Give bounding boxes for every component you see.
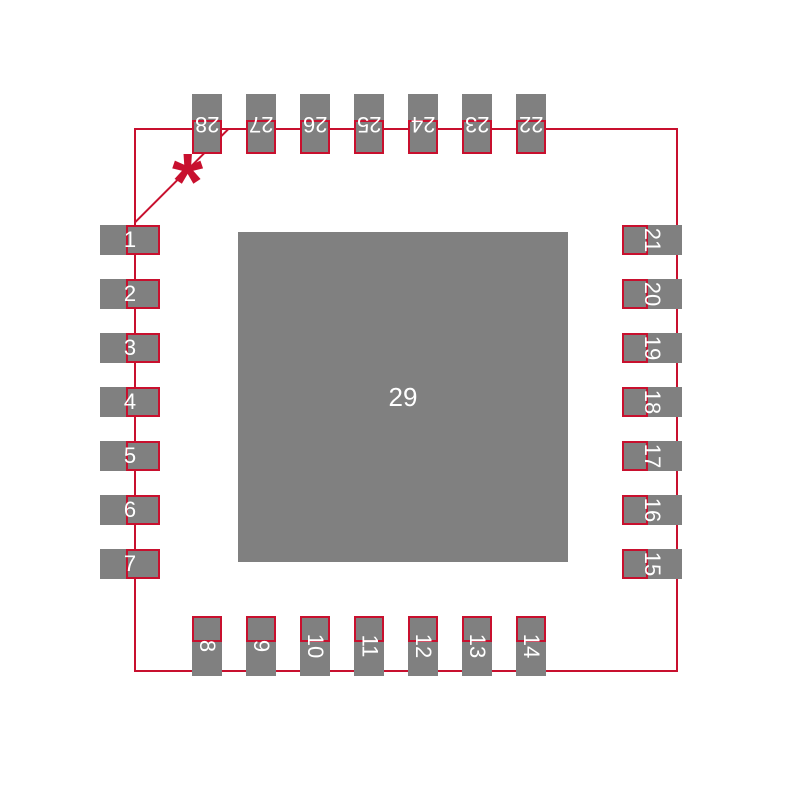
pad-label: 9: [248, 640, 274, 652]
pad-17: 17: [622, 441, 682, 471]
thermal-pad-label: 29: [389, 382, 418, 413]
pad-label: 18: [639, 390, 665, 414]
pad-label: 5: [124, 443, 136, 469]
pad-9: 9: [246, 616, 276, 676]
pad-label: 6: [124, 497, 136, 523]
pad-label: 7: [124, 551, 136, 577]
thermal-pad: 29: [238, 232, 568, 562]
pad-label: 20: [639, 282, 665, 306]
pad-4: 4: [100, 387, 160, 417]
pad-28: 28: [192, 94, 222, 154]
pad-label: 23: [465, 111, 489, 137]
pad-10: 10: [300, 616, 330, 676]
pad-1: 1: [100, 225, 160, 255]
pin1-indicator-icon: *: [172, 142, 203, 222]
pad-label: 26: [303, 111, 327, 137]
pad-25: 25: [354, 94, 384, 154]
pad-18: 18: [622, 387, 682, 417]
pad-12: 12: [408, 616, 438, 676]
pad-22: 22: [516, 94, 546, 154]
pad-14: 14: [516, 616, 546, 676]
pad-3: 3: [100, 333, 160, 363]
pad-5: 5: [100, 441, 160, 471]
pad-label: 24: [411, 111, 435, 137]
pad-26: 26: [300, 94, 330, 154]
pad-label: 12: [410, 634, 436, 658]
pad-label: 4: [124, 389, 136, 415]
pad-label: 17: [639, 444, 665, 468]
pad-label: 27: [249, 111, 273, 137]
pad-label: 1: [124, 227, 136, 253]
pad-label: 22: [519, 111, 543, 137]
pad-label: 3: [124, 335, 136, 361]
pad-20: 20: [622, 279, 682, 309]
pad-24: 24: [408, 94, 438, 154]
pad-outline: [246, 616, 276, 642]
pad-8: 8: [192, 616, 222, 676]
pad-label: 15: [639, 552, 665, 576]
pad-label: 25: [357, 111, 381, 137]
pad-label: 19: [639, 336, 665, 360]
pad-11: 11: [354, 616, 384, 676]
pad-23: 23: [462, 94, 492, 154]
pad-15: 15: [622, 549, 682, 579]
pad-label: 13: [464, 634, 490, 658]
pad-label: 11: [356, 635, 382, 658]
pad-16: 16: [622, 495, 682, 525]
pad-label: 21: [639, 228, 665, 252]
pad-27: 27: [246, 94, 276, 154]
pad-13: 13: [462, 616, 492, 676]
pad-label: 8: [194, 640, 220, 652]
pad-outline: [192, 616, 222, 642]
pad-21: 21: [622, 225, 682, 255]
pad-19: 19: [622, 333, 682, 363]
pad-label: 2: [124, 281, 136, 307]
pad-2: 2: [100, 279, 160, 309]
pad-label: 28: [195, 111, 219, 137]
pad-6: 6: [100, 495, 160, 525]
pad-label: 10: [302, 634, 328, 658]
pad-label: 14: [518, 634, 544, 658]
pad-label: 16: [639, 498, 665, 522]
pad-7: 7: [100, 549, 160, 579]
